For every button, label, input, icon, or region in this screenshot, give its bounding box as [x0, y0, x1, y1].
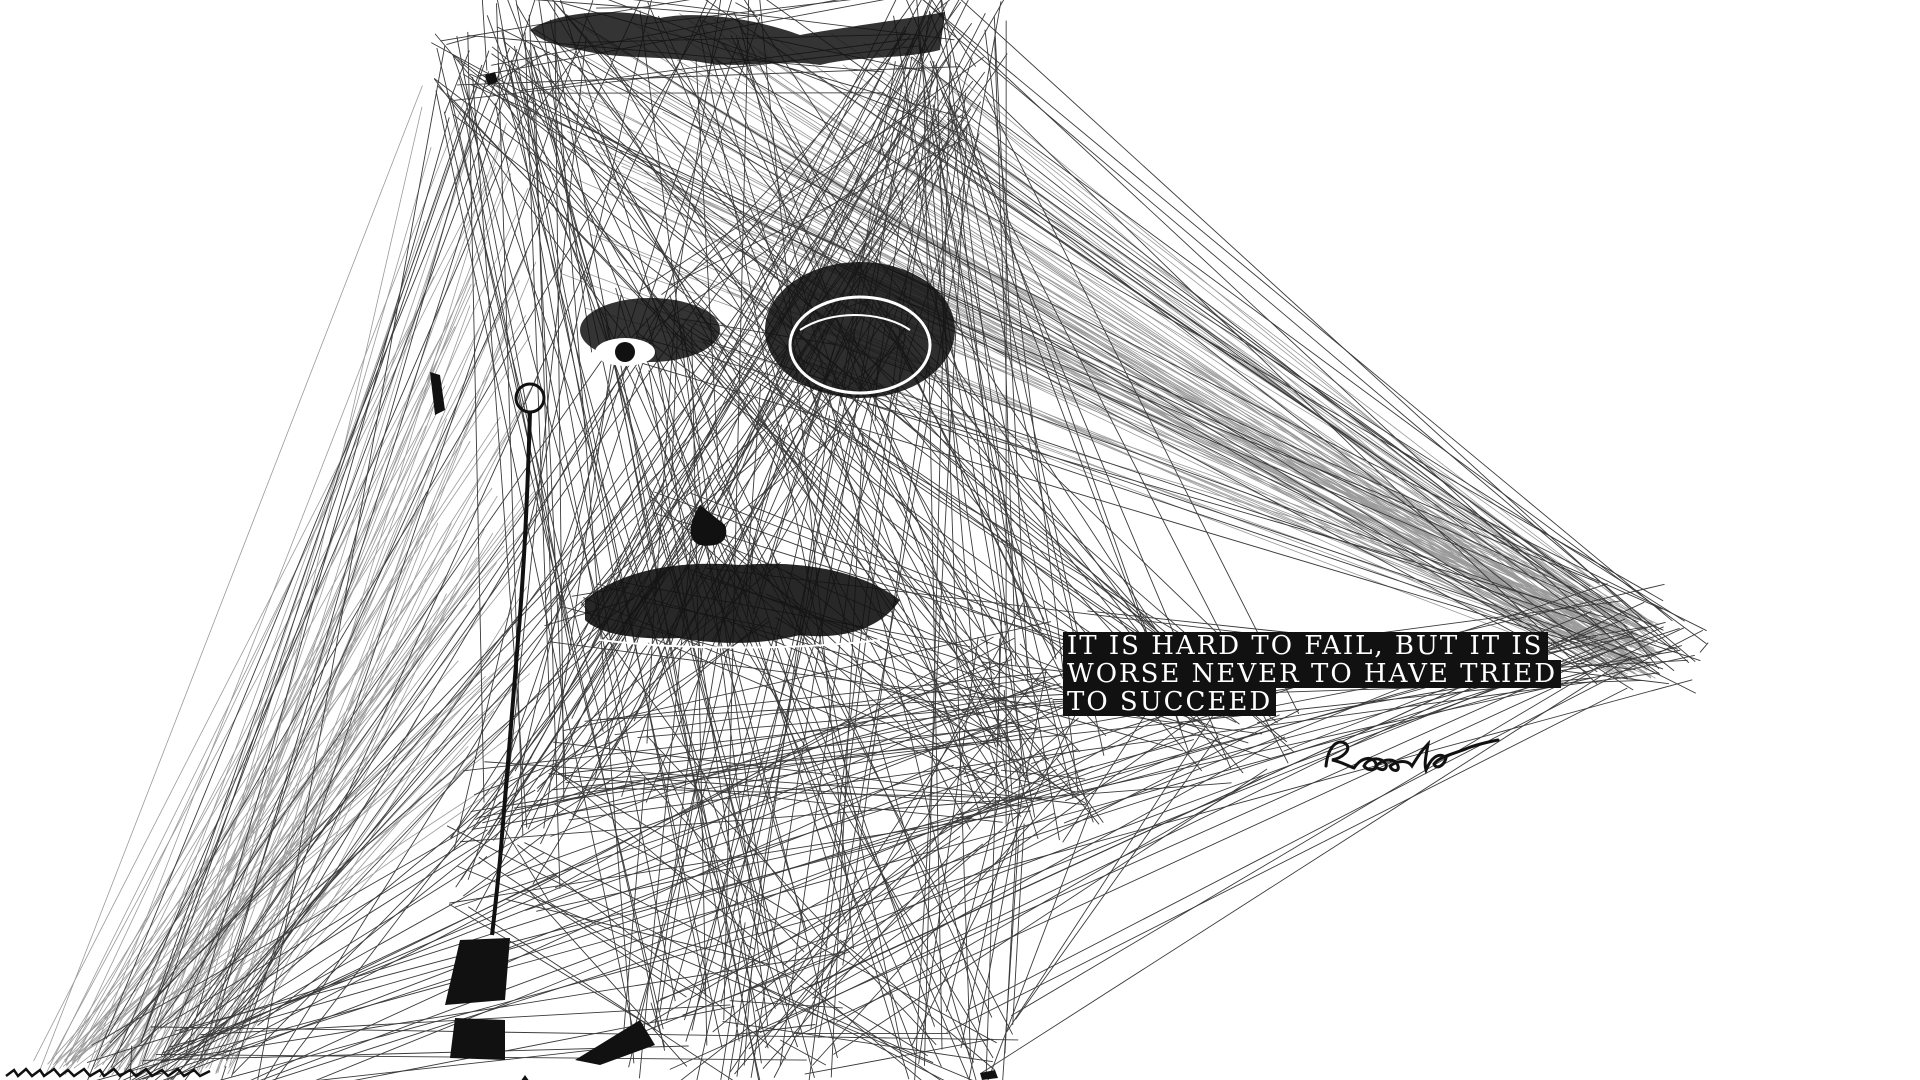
- nose: [690, 505, 727, 546]
- left-cheek-mark: [430, 372, 445, 415]
- top-mark: [485, 72, 498, 85]
- hair-top: [530, 12, 945, 65]
- corner-mark-left: [521, 1075, 529, 1080]
- right-eye-shine: [799, 314, 911, 331]
- corner-mark-right: [980, 1070, 998, 1080]
- quote-line-1: IT IS HARD TO FAIL, BUT IT IS: [1063, 632, 1548, 660]
- mouth-line: [599, 639, 881, 649]
- quote-block: IT IS HARD TO FAIL, BUT IT IS WORSE NEVE…: [1063, 632, 1675, 716]
- portrait-features: [430, 12, 998, 1080]
- signature: [1324, 738, 1500, 775]
- right-eye: [765, 262, 955, 398]
- quote-line-2: WORSE NEVER TO HAVE TRIED: [1063, 660, 1562, 688]
- chin-mark: [575, 1020, 655, 1065]
- bottom-scribble: [5, 1067, 211, 1078]
- collar-block-1: [445, 938, 510, 1005]
- right-lens: [788, 295, 932, 395]
- mustache: [585, 563, 900, 643]
- pince-nez-cord: [490, 411, 532, 936]
- quote-line-3: TO SUCCEED: [1063, 688, 1277, 716]
- collar-block-2: [450, 1018, 505, 1060]
- left-pupil: [615, 342, 635, 362]
